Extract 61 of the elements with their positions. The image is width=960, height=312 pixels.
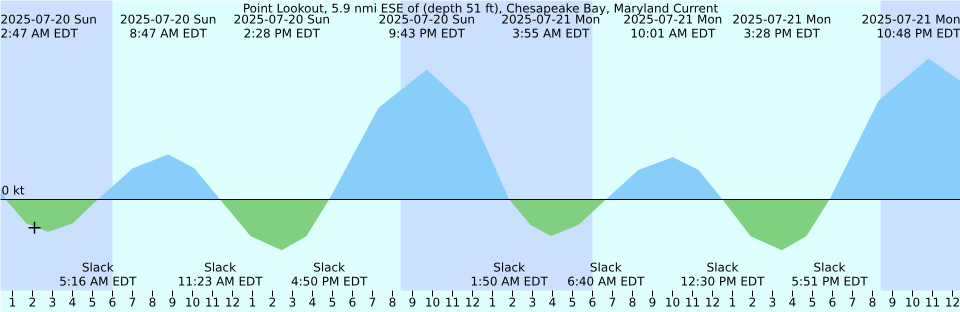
x-tick-label: 8 <box>868 296 876 310</box>
text: Slack 5:16 AM EDT <box>59 260 138 288</box>
x-tick-label: 9 <box>168 296 176 310</box>
x-tick-label: 6 <box>348 296 356 310</box>
x-tick-label: 5 <box>568 296 576 310</box>
x-tick-label: 8 <box>148 296 156 310</box>
x-tick-label: 1 <box>488 296 496 310</box>
x-tick-label: 6 <box>588 296 596 310</box>
ref-line-label: 0 kt <box>2 183 25 198</box>
text: Slack 12:30 PM EDT <box>680 260 766 288</box>
text: 2025-07-20 Sun 2:47 AM EDT <box>0 12 97 40</box>
x-tick-label: 3 <box>768 296 776 310</box>
x-tick-label: 5 <box>88 296 96 310</box>
x-tick-label: 12 <box>464 296 480 310</box>
x-tick-label: 10 <box>664 296 680 310</box>
x-tick-label: 7 <box>128 296 136 310</box>
text: Slack 4:50 PM EDT <box>291 260 368 288</box>
x-tick-label: 1 <box>728 296 736 310</box>
x-tick-label: 3 <box>288 296 296 310</box>
x-tick-label: 2 <box>748 296 756 310</box>
x-tick-label: 11 <box>444 296 460 310</box>
x-tick-label: 10 <box>904 296 920 310</box>
text: Slack 5:51 PM EDT <box>791 260 868 288</box>
x-tick-label: 10 <box>184 296 200 310</box>
x-tick-label: 2 <box>508 296 516 310</box>
x-tick-label: 5 <box>328 296 336 310</box>
x-tick-label: 4 <box>308 296 316 310</box>
chart-title: Point Lookout, 5.9 nmi ESE of (depth 51 ft), Chesapeake Bay, Maryland Current <box>242 2 718 16</box>
text: Slack 1:50 AM EDT <box>470 260 548 288</box>
x-tick-label: 3 <box>48 296 56 310</box>
x-tick-label: 3 <box>528 296 536 310</box>
x-tick-label: 2 <box>268 296 276 310</box>
x-tick-label: 12 <box>704 296 720 310</box>
x-tick-label: 10 <box>424 296 440 310</box>
x-tick-label: 1 <box>248 296 256 310</box>
x-tick-label: 11 <box>924 296 940 310</box>
x-tick-label: 4 <box>548 296 556 310</box>
text: 2025-07-21 Mon 3:28 PM EDT <box>732 12 832 40</box>
x-tick-label: 4 <box>68 296 76 310</box>
x-tick-label: 11 <box>684 296 700 310</box>
x-tick-label: 9 <box>888 296 896 310</box>
x-tick-label: 4 <box>788 296 796 310</box>
x-tick-label: 7 <box>848 296 856 310</box>
x-tick-label: 7 <box>368 296 376 310</box>
text: 2025-07-20 Sun 8:47 AM EDT <box>120 12 216 40</box>
x-tick-label: 9 <box>408 296 416 310</box>
x-tick-label: 8 <box>628 296 636 310</box>
text: Slack 6:40 AM EDT <box>567 260 646 288</box>
x-tick-label: 12 <box>944 296 960 310</box>
x-tick-label: 2 <box>28 296 36 310</box>
x-tick-label: 1 <box>8 296 16 310</box>
x-tick-label: 11 <box>204 296 220 310</box>
text: Slack 11:23 AM EDT <box>178 260 264 288</box>
x-tick-label: 12 <box>224 296 240 310</box>
x-tick-label: 7 <box>608 296 616 310</box>
x-tick-label: 6 <box>108 296 116 310</box>
text: 2025-07-20 Sun 2:28 PM EDT <box>234 12 330 40</box>
x-tick-label: 5 <box>808 296 816 310</box>
x-tick-label: 6 <box>828 296 836 310</box>
x-tick-label: 8 <box>388 296 396 310</box>
x-tick-label: 9 <box>648 296 656 310</box>
